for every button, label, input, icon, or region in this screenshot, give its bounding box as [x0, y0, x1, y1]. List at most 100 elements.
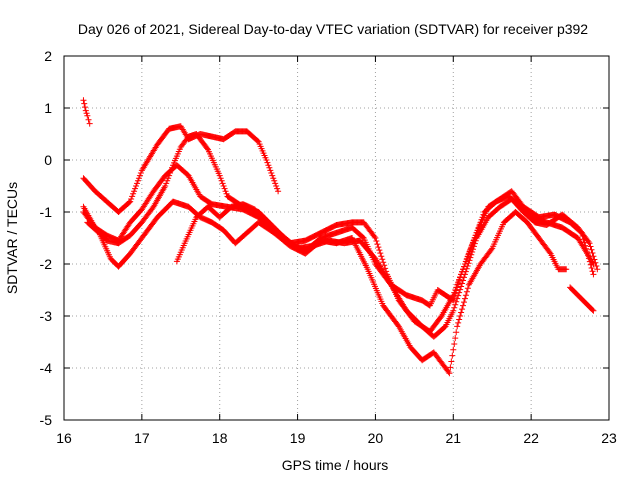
- data-point: [221, 185, 228, 192]
- data-point: [585, 252, 592, 259]
- data-point: [453, 284, 460, 291]
- data-point: [460, 302, 467, 309]
- data-point: [264, 159, 271, 166]
- data-point: [452, 301, 459, 308]
- data-point: [456, 316, 463, 323]
- x-tick-labels: 16 17 18 19 20 21 22 23: [56, 430, 617, 446]
- series-track-4: [80, 162, 597, 335]
- data-point: [451, 340, 458, 347]
- data-point: [586, 258, 593, 265]
- data-point: [273, 183, 280, 189]
- y-tick-label: -1: [40, 204, 53, 220]
- data-point: [589, 306, 596, 313]
- data-point: [458, 283, 465, 290]
- y-tick-label: 0: [44, 152, 52, 168]
- y-tick-labels: 2 1 0 -1 -2 -3 -4 -5: [40, 48, 53, 428]
- x-tick-label: 23: [601, 430, 617, 446]
- data-point: [459, 280, 466, 287]
- data-point: [83, 110, 90, 117]
- data-point: [133, 183, 140, 189]
- series-track-7: [80, 97, 93, 127]
- data-point: [375, 244, 382, 251]
- data-point: [468, 251, 475, 258]
- data-point: [447, 364, 454, 371]
- data-point: [582, 242, 589, 249]
- data-point: [162, 183, 169, 189]
- data-point: [163, 180, 170, 187]
- x-tick-label: 19: [290, 430, 306, 446]
- data-point: [86, 120, 93, 127]
- data-point: [374, 241, 381, 248]
- data-point: [450, 346, 457, 353]
- data-point: [593, 262, 600, 269]
- grid-lines: [64, 56, 609, 420]
- data-point: [591, 256, 598, 263]
- data-point: [263, 157, 270, 163]
- x-tick-label: 16: [56, 430, 72, 446]
- data-point: [454, 295, 461, 302]
- data-point: [590, 271, 597, 278]
- data-point: [378, 253, 385, 260]
- data-point: [457, 313, 464, 319]
- data-point: [134, 177, 141, 184]
- data-point: [380, 259, 387, 266]
- data-point: [546, 249, 553, 256]
- data-point: [267, 167, 274, 174]
- data-point: [376, 247, 383, 254]
- data-point: [271, 177, 278, 184]
- data-point: [456, 276, 463, 283]
- data-point: [453, 298, 460, 305]
- data-point: [220, 183, 227, 189]
- data-point: [458, 309, 465, 316]
- data-point: [588, 265, 595, 271]
- data-point: [467, 254, 474, 261]
- data-point: [461, 271, 468, 278]
- data-point: [164, 177, 171, 184]
- data-point: [266, 164, 273, 171]
- data-point: [373, 238, 380, 245]
- data-point: [371, 233, 378, 240]
- data-point: [563, 266, 570, 273]
- data-point: [448, 358, 455, 365]
- data-point: [84, 112, 91, 119]
- data-point: [456, 289, 463, 296]
- data-point: [455, 319, 462, 326]
- data-point: [274, 185, 281, 192]
- data-point: [381, 262, 388, 269]
- data-point: [132, 185, 139, 192]
- data-point: [465, 260, 472, 267]
- data-point: [463, 288, 470, 295]
- data-point: [270, 175, 277, 182]
- data-point: [594, 266, 601, 273]
- data-point: [585, 255, 592, 262]
- data-point: [272, 180, 279, 187]
- data-point: [82, 107, 89, 114]
- data-point: [462, 268, 469, 275]
- data-point: [269, 172, 276, 179]
- data-point: [265, 162, 272, 169]
- data-point: [469, 249, 476, 255]
- data-point: [460, 274, 467, 281]
- data-point: [471, 240, 478, 247]
- y-tick-label: -4: [40, 360, 53, 376]
- data-point: [457, 286, 464, 293]
- series-track-3: [84, 198, 570, 377]
- data-point: [461, 295, 468, 302]
- data-point: [590, 307, 597, 314]
- data-point: [450, 307, 457, 314]
- data-point: [589, 268, 596, 275]
- data-point: [592, 259, 599, 266]
- data-point: [254, 137, 261, 144]
- y-tick-label: -5: [40, 412, 53, 428]
- y-tick-label: -3: [40, 308, 53, 324]
- data-point: [218, 177, 225, 184]
- data-point: [470, 246, 477, 253]
- x-tick-label: 18: [212, 430, 228, 446]
- data-point: [452, 335, 459, 342]
- data-point: [459, 306, 466, 313]
- y-tick-label: -2: [40, 256, 53, 272]
- data-point: [81, 100, 88, 107]
- data-point: [466, 257, 473, 264]
- data-point: [588, 246, 595, 253]
